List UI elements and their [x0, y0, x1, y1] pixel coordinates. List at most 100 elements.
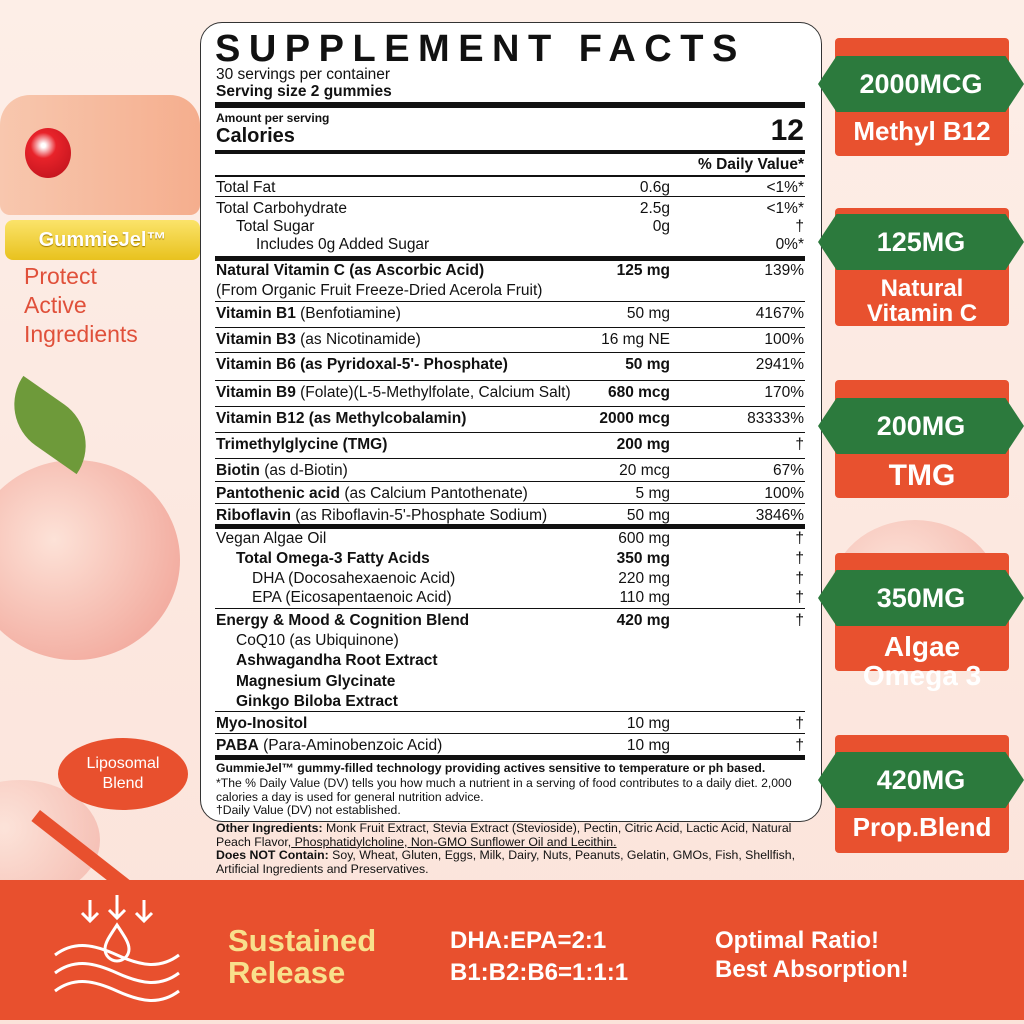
- divider: [215, 327, 805, 329]
- divider: [215, 380, 805, 382]
- nutrient-name: Total Omega-3 Fatty Acids: [236, 550, 430, 567]
- nutrient-detail: Total Sugar: [236, 218, 315, 235]
- sustained-release-icon: [54, 895, 180, 1002]
- nutrient-dv: 0%*: [775, 236, 804, 253]
- nutrient-detail: (Para-Aminobenzoic Acid): [258, 737, 443, 754]
- nutrient-detail: Total Carbohydrate: [216, 200, 347, 217]
- other-ingredients: Other Ingredients: Monk Fruit Extract, S…: [216, 821, 816, 876]
- does-not-contain-text: Soy, Wheat, Gluten, Eggs, Milk, Dairy, N…: [216, 848, 796, 876]
- nutrient-dv: †: [795, 715, 804, 732]
- nutrient-name: Biotin: [216, 462, 260, 479]
- nutrient-dv: <1%*: [766, 200, 805, 217]
- divider: [215, 503, 805, 505]
- nutrient-dv: †: [795, 530, 804, 547]
- badge-amount: 420MG: [818, 752, 1024, 808]
- badge-name: Methyl B12: [853, 116, 991, 146]
- nutrient-amount: 16 mg NE: [601, 331, 670, 348]
- dv-header: % Daily Value*: [698, 156, 804, 173]
- nutrient-detail: CoQ10 (as Ubiquinone): [236, 632, 399, 649]
- divider: [215, 175, 805, 177]
- nutrient-name: Myo-Inositol: [216, 715, 308, 732]
- nutrient-dv: 100%: [764, 331, 804, 348]
- nutrient-name: Pantothenic acid: [216, 485, 341, 502]
- nutrient-detail: DHA (Docosahexaenoic Acid): [252, 570, 456, 587]
- dv-note: *The % Daily Value (DV) tells you how mu…: [216, 776, 792, 804]
- divider: [215, 150, 805, 154]
- nutrient-dv: 3846%: [755, 507, 804, 524]
- nutrient-dv: †: [795, 570, 804, 587]
- optimal-ratio: Optimal Ratio!: [715, 927, 880, 954]
- protect-line: Active: [24, 292, 87, 318]
- b-vitamin-ratio: B1:B2:B6=1:1:1: [450, 959, 629, 986]
- divider: [215, 458, 805, 460]
- nutrient-dv: 4167%: [755, 305, 804, 322]
- badge-name: Algae Omega 3: [862, 631, 982, 692]
- leaf-image: [0, 375, 106, 475]
- divider: [215, 432, 805, 434]
- divider: [215, 102, 805, 108]
- calories-value: 12: [770, 114, 804, 147]
- protect-text: Protect Active Ingredients: [24, 262, 138, 349]
- nutrient-amount: 200 mg: [616, 436, 670, 453]
- divider: [215, 352, 805, 354]
- nutrient-detail: (as Calcium Pantothenate): [340, 485, 528, 502]
- nutrient-name: Vitamin B12 (as Methylcobalamin): [216, 410, 467, 427]
- nutrient-amount: 2000 mcg: [599, 410, 670, 427]
- nutrient-name: Vitamin B6 (as Pyridoxal-5'- Phosphate): [216, 356, 508, 373]
- other-ingredients-label: Other Ingredients:: [216, 821, 323, 835]
- divider: [215, 733, 805, 735]
- liposomal-bubble: Liposomal Blend: [58, 738, 188, 810]
- amount-per-serving: Amount per serving: [216, 111, 330, 125]
- nutrient-dv: †: [795, 737, 804, 754]
- nutrient-dv: †: [795, 589, 804, 606]
- nutrient-dv: 100%: [764, 485, 804, 502]
- nutrient-detail: (as Nicotinamide): [295, 331, 421, 348]
- nutrient-amount: 10 mg: [626, 737, 670, 754]
- divider: [215, 481, 805, 483]
- nutrient-detail: Vegan Algae Oil: [216, 530, 327, 547]
- calories-label: Calories: [216, 125, 295, 147]
- nutrient-name: Vitamin B1: [216, 305, 296, 322]
- divider: [215, 406, 805, 408]
- nutrient-amount: 420 mg: [616, 612, 670, 629]
- nutrient-detail: (Benfotiamine): [295, 305, 401, 322]
- badge-name: Natural Vitamin C: [866, 275, 978, 328]
- nutrient-name: Ginkgo Biloba Extract: [236, 693, 398, 710]
- nutrient-dv: 170%: [764, 384, 804, 401]
- nutrient-amount: 50 mg: [626, 305, 670, 322]
- nutrient-detail: EPA (Eicosapentaenoic Acid): [252, 589, 452, 606]
- nutrient-amount: 110 mg: [619, 589, 670, 606]
- release-text: Release: [228, 955, 346, 990]
- nutrient-dv: <1%*: [766, 179, 805, 196]
- nutrient-amount: 20 mcg: [619, 462, 670, 479]
- nutrient-detail: (Folate)(L-5-Methylfolate, Calcium Salt): [295, 384, 571, 401]
- servings-per-container: 30 servings per container: [216, 66, 391, 83]
- dv-not-established: †Daily Value (DV) not established.: [216, 803, 401, 817]
- nutrient-amount: 2.5g: [639, 200, 670, 217]
- sustained-text: Sustained: [228, 923, 377, 958]
- does-not-contain-label: Does NOT Contain:: [216, 848, 329, 863]
- divider: [215, 608, 805, 610]
- peach-image: [0, 460, 180, 660]
- badge-amount: 200MG: [818, 398, 1024, 454]
- nutrient-detail: (From Organic Fruit Freeze-Dried Acerola…: [216, 282, 543, 299]
- nutrient-dv: 139%: [764, 262, 804, 279]
- nutrient-amount: 680 mcg: [607, 384, 670, 401]
- nutrient-dv: †: [795, 218, 804, 235]
- nutrient-name: PABA: [216, 737, 259, 754]
- nutrient-amount: 10 mg: [626, 715, 670, 732]
- nutrient-dv: 83333%: [747, 410, 804, 427]
- nutrient-dv: 67%: [772, 462, 804, 479]
- serving-size: Serving size 2 gummies: [216, 83, 392, 100]
- nutrient-dv: 2941%: [755, 356, 804, 373]
- nutrient-amount: 600 mg: [618, 530, 670, 547]
- best-absorption: Best Absorption!: [715, 956, 909, 983]
- nutrient-amount: 0.6g: [639, 179, 670, 196]
- nutrient-name: Trimethylglycine (TMG): [216, 436, 388, 453]
- badge-name: Prop.Blend: [852, 812, 992, 842]
- nutrient-detail: Includes 0g Added Sugar: [256, 236, 430, 253]
- nutrient-amount: 220 mg: [618, 570, 670, 587]
- nutrient-amount: 125 mg: [616, 262, 670, 279]
- nutrient-amount: 0g: [652, 218, 670, 235]
- protect-line: Protect: [24, 263, 97, 289]
